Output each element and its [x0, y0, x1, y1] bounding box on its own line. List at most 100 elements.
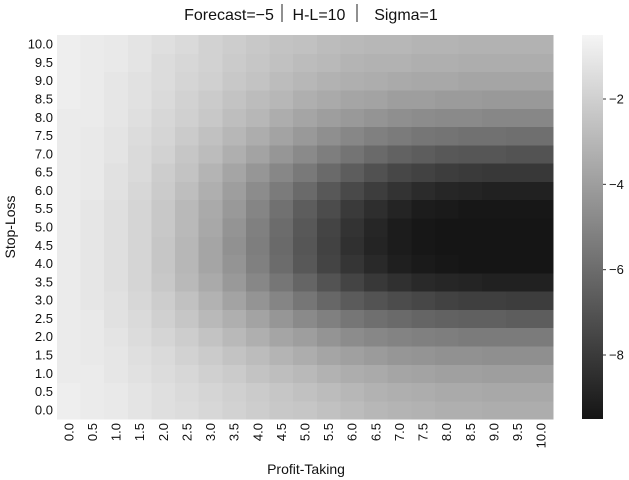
heatmap-cell [222, 35, 247, 54]
heatmap-cell [505, 126, 530, 146]
heatmap-cell [80, 199, 105, 219]
heatmap-cell [434, 35, 460, 54]
heatmap-cell [482, 144, 507, 164]
heatmap-cell [80, 144, 105, 164]
heatmap-cell [151, 345, 176, 365]
heatmap-cell [151, 236, 176, 256]
heatmap-cell [505, 345, 530, 365]
heatmap-cell [529, 89, 554, 109]
heatmap-cell [316, 327, 342, 347]
heatmap-cell [434, 71, 460, 91]
heatmap-cell [198, 400, 223, 420]
heatmap-cell [364, 163, 389, 182]
heatmap-cell [482, 126, 507, 146]
heatmap-cell [57, 126, 82, 146]
heatmap-cell [80, 400, 105, 420]
heatmap-cell [293, 89, 318, 109]
heatmap-cell [222, 254, 247, 274]
heatmap-cell [245, 199, 271, 219]
y-tick-label: 3.0 [35, 293, 53, 308]
heatmap-cell [411, 217, 436, 237]
heatmap-cell [505, 163, 530, 182]
x-tick-label: 3.5 [227, 423, 242, 441]
heatmap-cell [151, 108, 176, 128]
heatmap-cell [387, 254, 412, 274]
heatmap-cell [127, 144, 153, 164]
heatmap-cell [80, 309, 105, 329]
heatmap-cell [245, 327, 271, 347]
heatmap-cell [293, 345, 318, 365]
y-tick-label: 7.0 [35, 146, 53, 161]
heatmap-cell [80, 108, 105, 128]
x-axis-ticks: 0.0 0.5 1.0 1.5 2.0 2.5 3.0 3.5 4.0 4.5 5.0 5.5 6.0 6… [61, 423, 548, 448]
y-tick-label: 1.5 [35, 348, 53, 363]
y-tick-label: 8.0 [35, 110, 53, 125]
colorbar-tick-label: −8 [609, 348, 624, 363]
heatmap-cell [340, 291, 365, 310]
heatmap-cell [245, 345, 271, 365]
heatmap-cell [505, 217, 530, 237]
heatmap-cell [57, 309, 82, 329]
y-tick-label: 7.5 [35, 128, 53, 143]
heatmap-cell [340, 71, 365, 91]
heatmap-cell [482, 108, 507, 128]
heatmap-cell [151, 254, 176, 274]
heatmap-cell [387, 217, 412, 237]
heatmap-cell [269, 181, 294, 201]
x-tick-label: 4.5 [274, 423, 289, 441]
heatmap-cell [434, 272, 460, 292]
heatmap-cell [222, 217, 247, 237]
heatmap-cell [104, 236, 129, 256]
heatmap-cell [104, 327, 129, 347]
heatmap-cell [198, 217, 223, 237]
heatmap-cell [316, 236, 342, 256]
heatmap-cell [293, 364, 318, 384]
heatmap-cell [529, 272, 554, 292]
heatmap-cell [293, 272, 318, 292]
y-axis-ticks: 0.0 0.5 1.0 1.5 2.0 2.5 3.0 3.5 4.0 4.5 5.0 5.5 6.0 6… [28, 37, 53, 418]
colorbar-tick-label: −6 [609, 262, 624, 277]
heatmap-cell [529, 254, 554, 274]
heatmap-cell [175, 126, 200, 146]
heatmap-cell [434, 108, 460, 128]
heatmap-cell [529, 217, 554, 237]
heatmap-cell [269, 71, 294, 91]
heatmap-cell [482, 163, 507, 182]
heatmap-cell [411, 108, 436, 128]
title-hl: H-L=10 [293, 7, 346, 24]
heatmap-cell [57, 236, 82, 256]
heatmap-cell [387, 53, 412, 73]
x-tick-label: 0.0 [61, 423, 76, 441]
heatmap-cell [387, 35, 412, 54]
heatmap-cell [269, 400, 294, 420]
heatmap-cell [529, 144, 554, 164]
heatmap-cell [151, 382, 176, 402]
chart-title: Forecast=−5 H-L=10 Sigma=1 [184, 4, 438, 24]
heatmap-cell [340, 53, 365, 73]
heatmap-cell [505, 71, 530, 91]
heatmap-cell [411, 144, 436, 164]
x-tick-label: 9.5 [510, 423, 525, 441]
heatmap-cell [175, 71, 200, 91]
heatmap-cell [482, 309, 507, 329]
heatmap-cell [127, 345, 153, 365]
y-tick-label: 6.0 [35, 183, 53, 198]
heatmap-cell [80, 35, 105, 54]
heatmap-cell [529, 108, 554, 128]
x-axis-label: Profit-Taking [267, 461, 345, 477]
heatmap-cell [104, 163, 129, 182]
heatmap-cell [529, 236, 554, 256]
heatmap-cell [222, 236, 247, 256]
heatmap-cell [198, 181, 223, 201]
heatmap-cell [57, 400, 82, 420]
heatmap-cell [482, 181, 507, 201]
heatmap-cell [269, 345, 294, 365]
x-tick-label: 8.5 [463, 423, 478, 441]
heatmap-cell [482, 327, 507, 347]
heatmap-cell [364, 71, 389, 91]
heatmap-cell [57, 364, 82, 384]
heatmap-cell [434, 181, 460, 201]
heatmap-cell [387, 144, 412, 164]
y-tick-label: 9.5 [35, 55, 53, 70]
